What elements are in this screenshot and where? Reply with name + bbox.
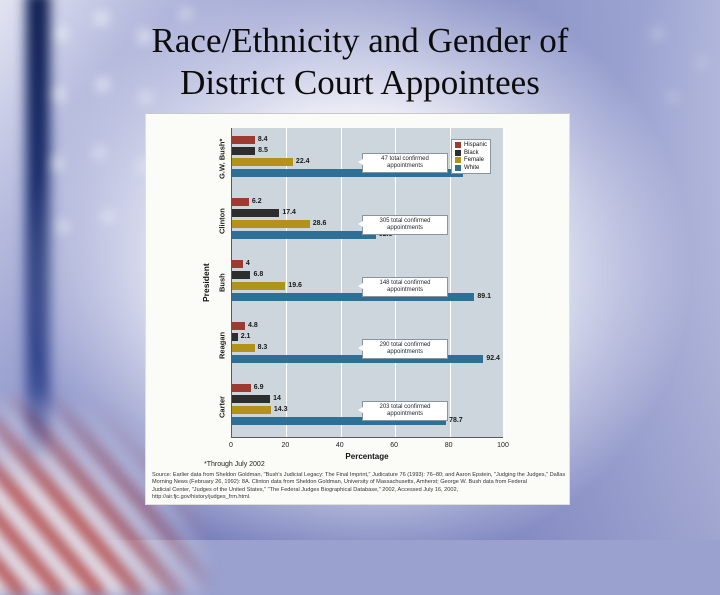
bar-value-label: 2.1	[240, 333, 251, 340]
source-line: Morning News (February 26, 1992): 8A. Cl…	[152, 479, 527, 486]
callout-line: 148 total confirmed	[379, 280, 431, 286]
bar-value-label: 4	[245, 260, 250, 267]
bar-value-label: 22.4	[295, 158, 310, 165]
callout-line: appointments	[386, 349, 424, 355]
callout-tail	[358, 407, 363, 413]
legend-entry: Hispanic	[455, 142, 487, 149]
callout-tail	[358, 221, 363, 227]
x-tick-label: 100	[497, 442, 509, 449]
bar-value-label: 92.4	[486, 355, 500, 362]
bar-white	[232, 355, 484, 363]
legend-swatch-female	[455, 157, 461, 164]
chart-figure: President Hispanic Black Female White 8.4 8.…	[145, 113, 570, 505]
legend-label: Black	[464, 149, 479, 156]
president-label: Carter	[217, 395, 227, 419]
callout-line: appointments	[386, 411, 424, 417]
gridline	[450, 128, 451, 437]
bar-value-label: 78.7	[449, 417, 463, 424]
bar-value-label: 8.4	[257, 136, 268, 143]
bar-value-label: 89.1	[477, 293, 491, 300]
bar-hispanic	[232, 136, 255, 144]
bar-value-label: 14	[273, 395, 281, 402]
bar-value-label: 4.8	[248, 322, 258, 329]
callout-note: 290 total confirmed appointments	[358, 339, 448, 359]
bar-hispanic	[232, 322, 246, 330]
x-tick-label: 60	[390, 442, 399, 449]
callout-tail	[358, 283, 363, 289]
x-axis-title: Percentage	[345, 452, 389, 461]
president-label: G.W. Bush*	[217, 138, 227, 180]
bar-black	[232, 209, 280, 217]
bar-value-label: 6.9	[253, 384, 264, 391]
callout-note: 47 total confirmed appointments	[358, 153, 448, 173]
bar-value-label: 17.4	[282, 209, 296, 216]
bar-value-label: 19.6	[288, 282, 302, 289]
source-line: http://air.fjc.gov/history/judges_frm.ht…	[152, 494, 251, 501]
callout-line: 305 total confirmed	[379, 218, 431, 224]
gridline	[286, 128, 287, 437]
legend-entry: Black	[455, 150, 487, 157]
bar-value-label: 14.3	[273, 406, 288, 413]
slide-title-line2: District Court Appointees	[180, 63, 540, 102]
callout-line: 290 total confirmed	[379, 342, 431, 348]
legend-swatch-white	[455, 164, 461, 171]
bar-value-label: 8.3	[257, 344, 268, 351]
bar-value-label: 28.6	[312, 220, 327, 227]
x-tick-label: 20	[281, 442, 290, 449]
callout-line: appointments	[386, 287, 424, 293]
president-label: Clinton	[217, 208, 227, 234]
bar-white	[232, 231, 376, 239]
bar-hispanic	[232, 384, 251, 392]
bar-black	[232, 333, 238, 341]
callout-tail	[358, 345, 363, 351]
callout-line: 47 total confirmed	[381, 156, 429, 162]
callout-line: 203 total confirmed	[379, 404, 431, 410]
bar-white	[232, 293, 475, 301]
x-tick-label: 0	[229, 442, 233, 449]
legend-label: White	[464, 164, 480, 171]
bar-female	[232, 406, 271, 414]
callout-line: appointments	[386, 225, 424, 231]
source-line: Source: Earlier data from Sheldon Goldma…	[152, 472, 566, 478]
legend-label: Female	[464, 157, 485, 163]
gridline	[504, 128, 505, 437]
president-label: Reagan	[217, 331, 227, 359]
chart-legend: Hispanic Black Female White	[451, 139, 492, 174]
bar-white	[232, 169, 464, 177]
legend-swatch-hispanic	[455, 142, 461, 149]
slide-title-line1: Race/Ethnicity and Gender of	[151, 21, 569, 60]
bar-female	[232, 220, 310, 228]
slide-title: Race/Ethnicity and Gender of District Co…	[0, 20, 720, 104]
legend-label: Hispanic	[464, 142, 488, 148]
chart-footnote: *Through July 2002	[204, 461, 265, 468]
source-line: Judicial Center, "Judges of the United S…	[152, 486, 459, 493]
callout-line: appointments	[386, 163, 424, 169]
bar-black	[232, 271, 251, 279]
bar-female	[232, 344, 255, 352]
bar-hispanic	[232, 260, 243, 268]
callout-note: 148 total confirmed appointments	[358, 277, 448, 297]
bar-white	[232, 417, 447, 425]
legend-entry: White	[455, 165, 487, 172]
y-axis-title: President	[201, 263, 211, 303]
gridline	[341, 128, 342, 437]
bar-hispanic	[232, 198, 249, 206]
legend-swatch-black	[455, 149, 461, 156]
source-citation: Source: Earlier data from Sheldon Goldma…	[152, 472, 566, 502]
x-tick-label: 80	[444, 442, 453, 449]
bar-value-label: 6.8	[253, 271, 264, 278]
president-label: Bush	[217, 273, 227, 293]
bar-value-label: 6.2	[251, 198, 262, 205]
x-tick-label: 40	[335, 442, 344, 449]
bar-female	[232, 158, 293, 166]
legend-entry: Female	[455, 157, 487, 164]
bar-black	[232, 395, 271, 403]
bar-value-label: 8.5	[258, 147, 268, 154]
callout-tail	[358, 159, 363, 165]
callout-note: 203 total confirmed appointments	[358, 401, 448, 421]
bar-black	[232, 147, 256, 155]
bar-female	[232, 282, 286, 290]
callout-note: 305 total confirmed appointments	[358, 215, 448, 235]
